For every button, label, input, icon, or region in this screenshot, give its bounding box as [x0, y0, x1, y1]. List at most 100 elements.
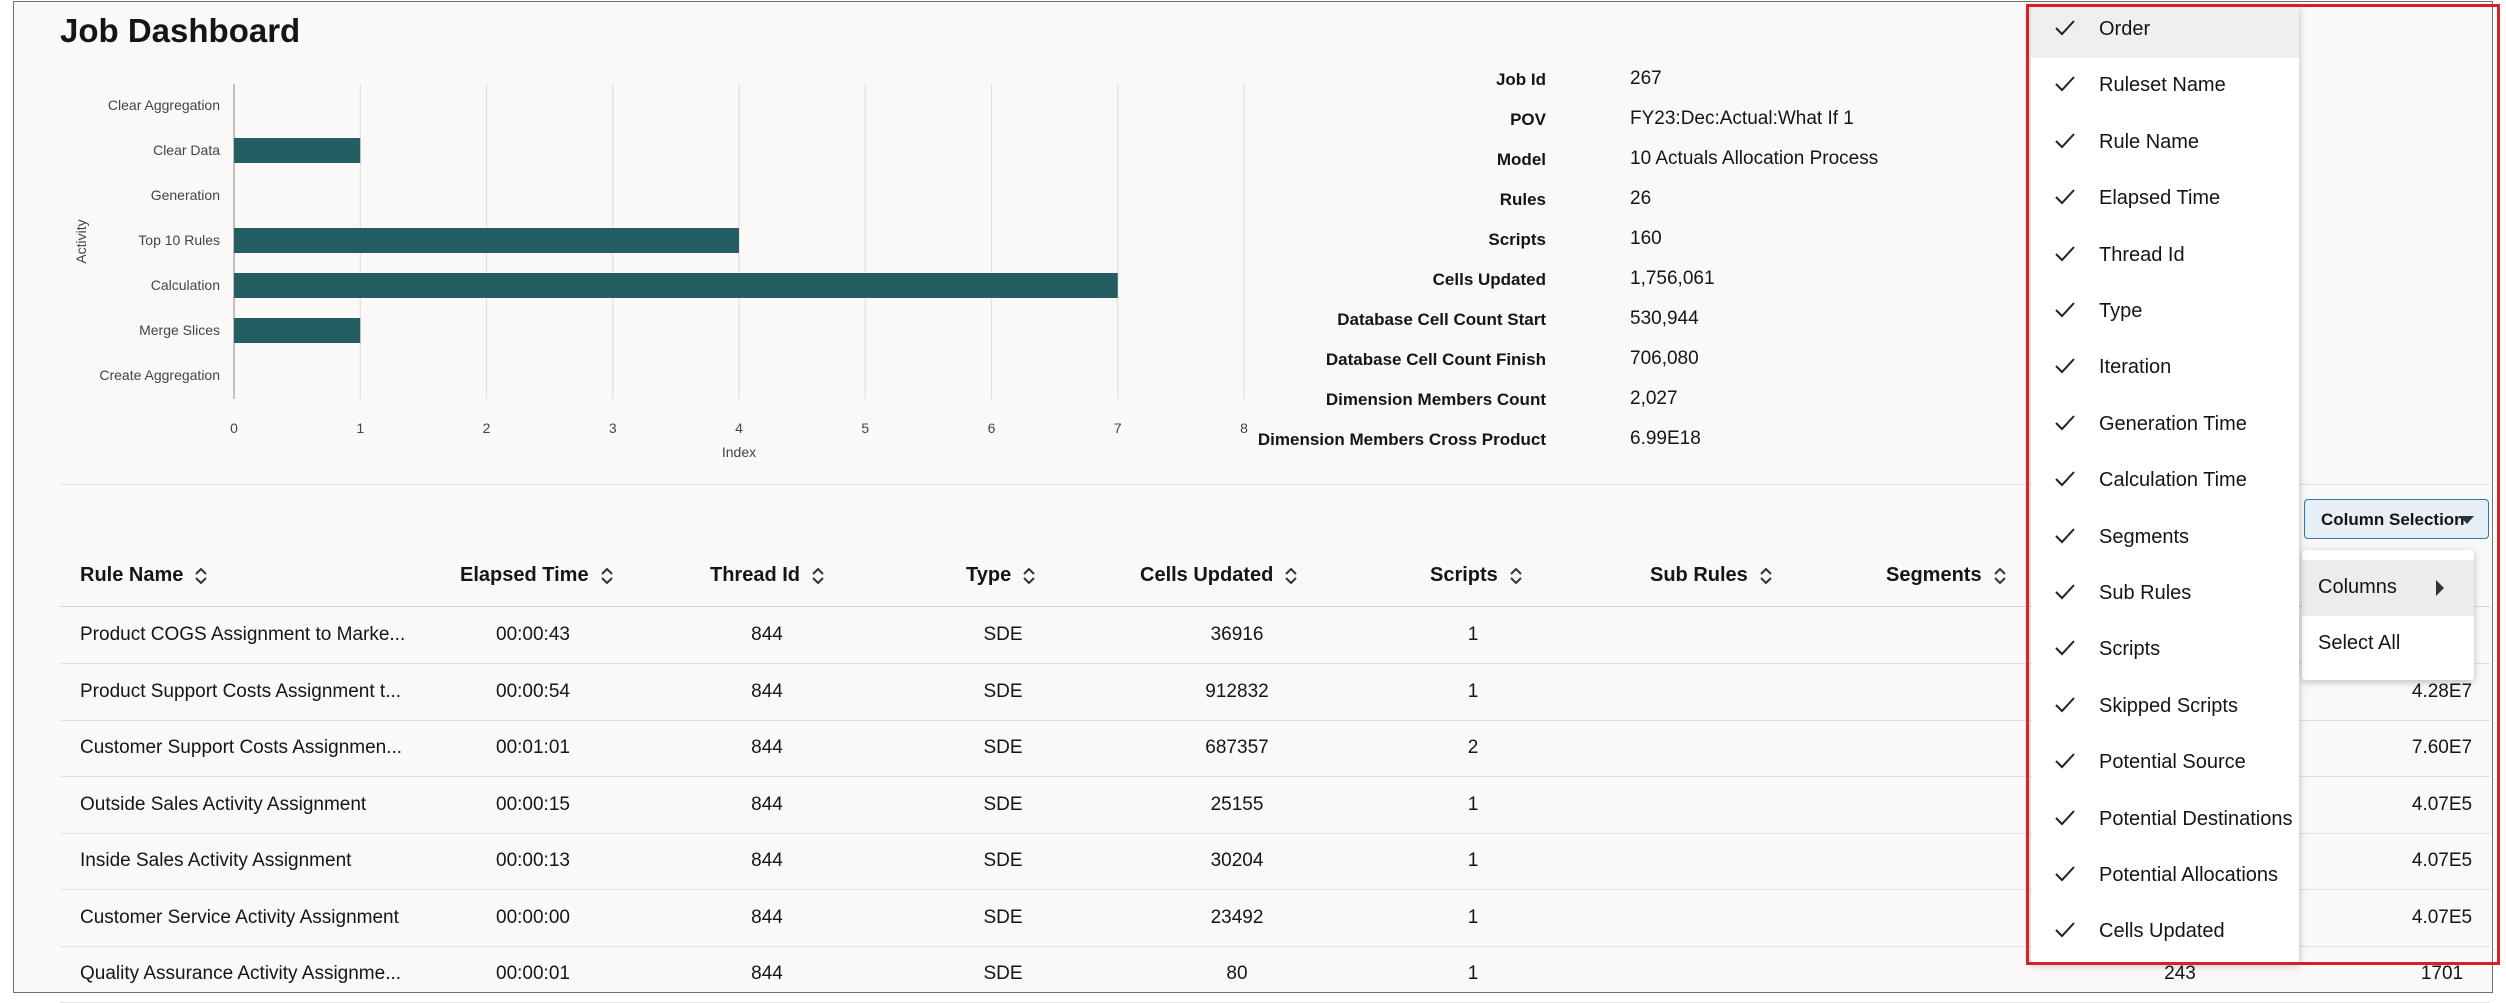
cell-right-a: 243	[2164, 963, 2196, 984]
job-info-key: Model	[1496, 150, 1546, 169]
column-toggle-potential-destinations[interactable]: Potential Destinations	[2031, 792, 2299, 848]
column-toggle-ruleset-name[interactable]: Ruleset Name	[2031, 58, 2299, 114]
column-header-label: Cells Updated	[1140, 564, 1274, 586]
column-toggle-potential-allocations[interactable]: Potential Allocations	[2031, 848, 2299, 904]
job-info-key: Cells Updated	[1432, 270, 1546, 289]
column-header-scripts[interactable]: Scripts	[1430, 564, 1524, 587]
cell-right-b: 4.07E5	[2411, 793, 2473, 815]
checkmark-icon	[2053, 636, 2077, 660]
table-row[interactable]: Product Support Costs Assignment t... 00:…	[60, 664, 2490, 721]
cell-rule-name: Quality Assurance Activity Assignme...	[80, 963, 402, 984]
job-info-key: Database Cell Count Start	[1337, 310, 1546, 329]
x-tick-label: 7	[1114, 420, 1122, 436]
column-toggle-potential-source[interactable]: Potential Source	[2031, 735, 2299, 791]
column-header-cells-updated[interactable]: Cells Updated	[1140, 564, 1299, 587]
table-row[interactable]: Customer Service Activity Assignment 00:0…	[60, 890, 2490, 947]
checkmark-icon	[2053, 693, 2077, 717]
column-toggle-cells-updated[interactable]: Cells Updated	[2031, 904, 2299, 960]
menu-item-columns[interactable]: Columns	[2302, 560, 2474, 616]
cell-elapsed: 00:00:43	[496, 624, 570, 645]
column-toggle-calculation-time[interactable]: Calculation Time	[2031, 453, 2299, 509]
sort-icon[interactable]	[599, 566, 615, 586]
section-divider	[60, 484, 2490, 485]
sort-icon[interactable]	[1508, 566, 1524, 586]
column-toggle-segments[interactable]: Segments	[2031, 510, 2299, 566]
sort-icon[interactable]	[1992, 566, 2008, 586]
table-row[interactable]: Product COGS Assignment to Marke... 00:00…	[60, 607, 2490, 664]
cell-type: SDE	[983, 793, 1023, 815]
column-toggle-scripts[interactable]: Scripts	[2031, 622, 2299, 678]
job-info-row: Rules 26	[1244, 188, 1864, 230]
cell-cells: 687357	[1205, 737, 1269, 758]
checkmark-icon	[2053, 918, 2077, 942]
job-info-row: Cells Updated 1,756,061	[1244, 268, 1864, 310]
bar-calculation[interactable]	[234, 273, 1118, 298]
column-toggle-label: Ruleset Name	[2099, 74, 2226, 97]
bar-merge-slices[interactable]	[234, 318, 361, 343]
cell-elapsed: 00:00:00	[496, 906, 570, 928]
bar-clear-data[interactable]	[234, 138, 361, 163]
y-category-label: Clear Data	[153, 142, 220, 158]
sort-icon[interactable]	[193, 566, 209, 586]
column-toggle-type[interactable]: Type	[2031, 284, 2299, 340]
cell-cells: 36916	[1210, 624, 1264, 645]
cell-thread: 844	[751, 680, 783, 702]
x-tick-label: 0	[230, 420, 238, 436]
column-toggle-thread-id[interactable]: Thread Id	[2031, 228, 2299, 284]
cell-thread: 844	[751, 963, 783, 984]
cell-elapsed: 00:00:13	[496, 850, 570, 871]
column-toggle-generation-time[interactable]: Generation Time	[2031, 397, 2299, 453]
column-toggle-label: Potential Allocations	[2099, 864, 2279, 886]
checkmark-icon	[2053, 72, 2077, 96]
job-info-key: POV	[1510, 110, 1546, 129]
cell-type: SDE	[983, 737, 1023, 758]
column-header-thread-id[interactable]: Thread Id	[710, 564, 826, 587]
y-axis-label: Activity	[73, 219, 89, 263]
bar-top-10-rules[interactable]	[234, 228, 739, 253]
cell-rule-name: Inside Sales Activity Assignment	[80, 850, 352, 871]
checkmark-icon	[2053, 354, 2077, 378]
sort-icon[interactable]	[1758, 566, 1774, 586]
table-row[interactable]: Customer Support Costs Assignmen... 00:01…	[60, 720, 2490, 777]
column-toggle-order[interactable]: Order	[2031, 2, 2299, 58]
table-row[interactable]: Quality Assurance Activity Assignme... 00…	[60, 946, 2490, 1003]
job-info-value: 26	[1630, 188, 1652, 209]
cell-scripts: 2	[1467, 737, 1479, 758]
column-selection-button[interactable]: Column Selection	[2304, 499, 2489, 539]
column-toggle-rule-name[interactable]: Rule Name	[2031, 115, 2299, 171]
column-header-type[interactable]: Type	[966, 564, 1037, 587]
x-tick-label: 3	[609, 420, 617, 436]
column-header-sub-rules[interactable]: Sub Rules	[1650, 564, 1774, 587]
menu-item-select-all[interactable]: Select All	[2302, 616, 2474, 672]
job-info-key: Rules	[1499, 190, 1546, 209]
x-tick-label: 6	[988, 420, 996, 436]
job-info-value: 267	[1630, 68, 1662, 89]
sort-icon[interactable]	[1283, 566, 1299, 586]
sort-icon[interactable]	[810, 566, 826, 586]
column-list-dropdown: Order Ruleset Name Rule Name Elapsed Time Th…	[2031, 2, 2299, 963]
column-toggle-iteration[interactable]: Iteration	[2031, 340, 2299, 396]
column-header-elapsed-time[interactable]: Elapsed Time	[460, 564, 615, 587]
column-toggle-sub-rules[interactable]: Sub Rules	[2031, 566, 2299, 622]
cell-cells: 23492	[1210, 906, 1264, 928]
checkmark-icon	[2053, 242, 2077, 266]
table-row[interactable]: Outside Sales Activity Assignment 00:00:1…	[60, 777, 2490, 834]
column-header-rule-name[interactable]: Rule Name	[80, 564, 209, 587]
header-divider	[60, 606, 2490, 607]
column-header-segments[interactable]: Segments	[1886, 564, 2008, 587]
cell-right-b: 4.07E5	[2411, 850, 2473, 871]
column-toggle-label: Iteration	[2099, 356, 2172, 379]
app-frame: Job Dashboard 0 1 2 3 4 5 6 7 8 Clear Aggregation…	[13, 1, 2500, 1003]
column-toggle-label: Thread Id	[2099, 243, 2185, 266]
column-toggle-skipped-scripts[interactable]: Skipped Scripts	[2031, 679, 2299, 735]
column-toggle-label: Type	[2099, 300, 2143, 322]
column-toggle-label: Generation Time	[2099, 412, 2247, 435]
column-toggle-elapsed-time[interactable]: Elapsed Time	[2031, 171, 2299, 227]
column-toggle-label: Cells Updated	[2099, 920, 2225, 943]
x-tick-label: 1	[356, 420, 364, 436]
cell-thread: 844	[751, 906, 783, 928]
table-row[interactable]: Inside Sales Activity Assignment 00:00:13…	[60, 833, 2490, 890]
cell-rule-name: Customer Service Activity Assignment	[80, 906, 399, 928]
sort-icon[interactable]	[1021, 566, 1037, 586]
activity-bar-chart: 0 1 2 3 4 5 6 7 8 Clear Aggregation Clear Data Gene…	[73, 84, 1248, 460]
